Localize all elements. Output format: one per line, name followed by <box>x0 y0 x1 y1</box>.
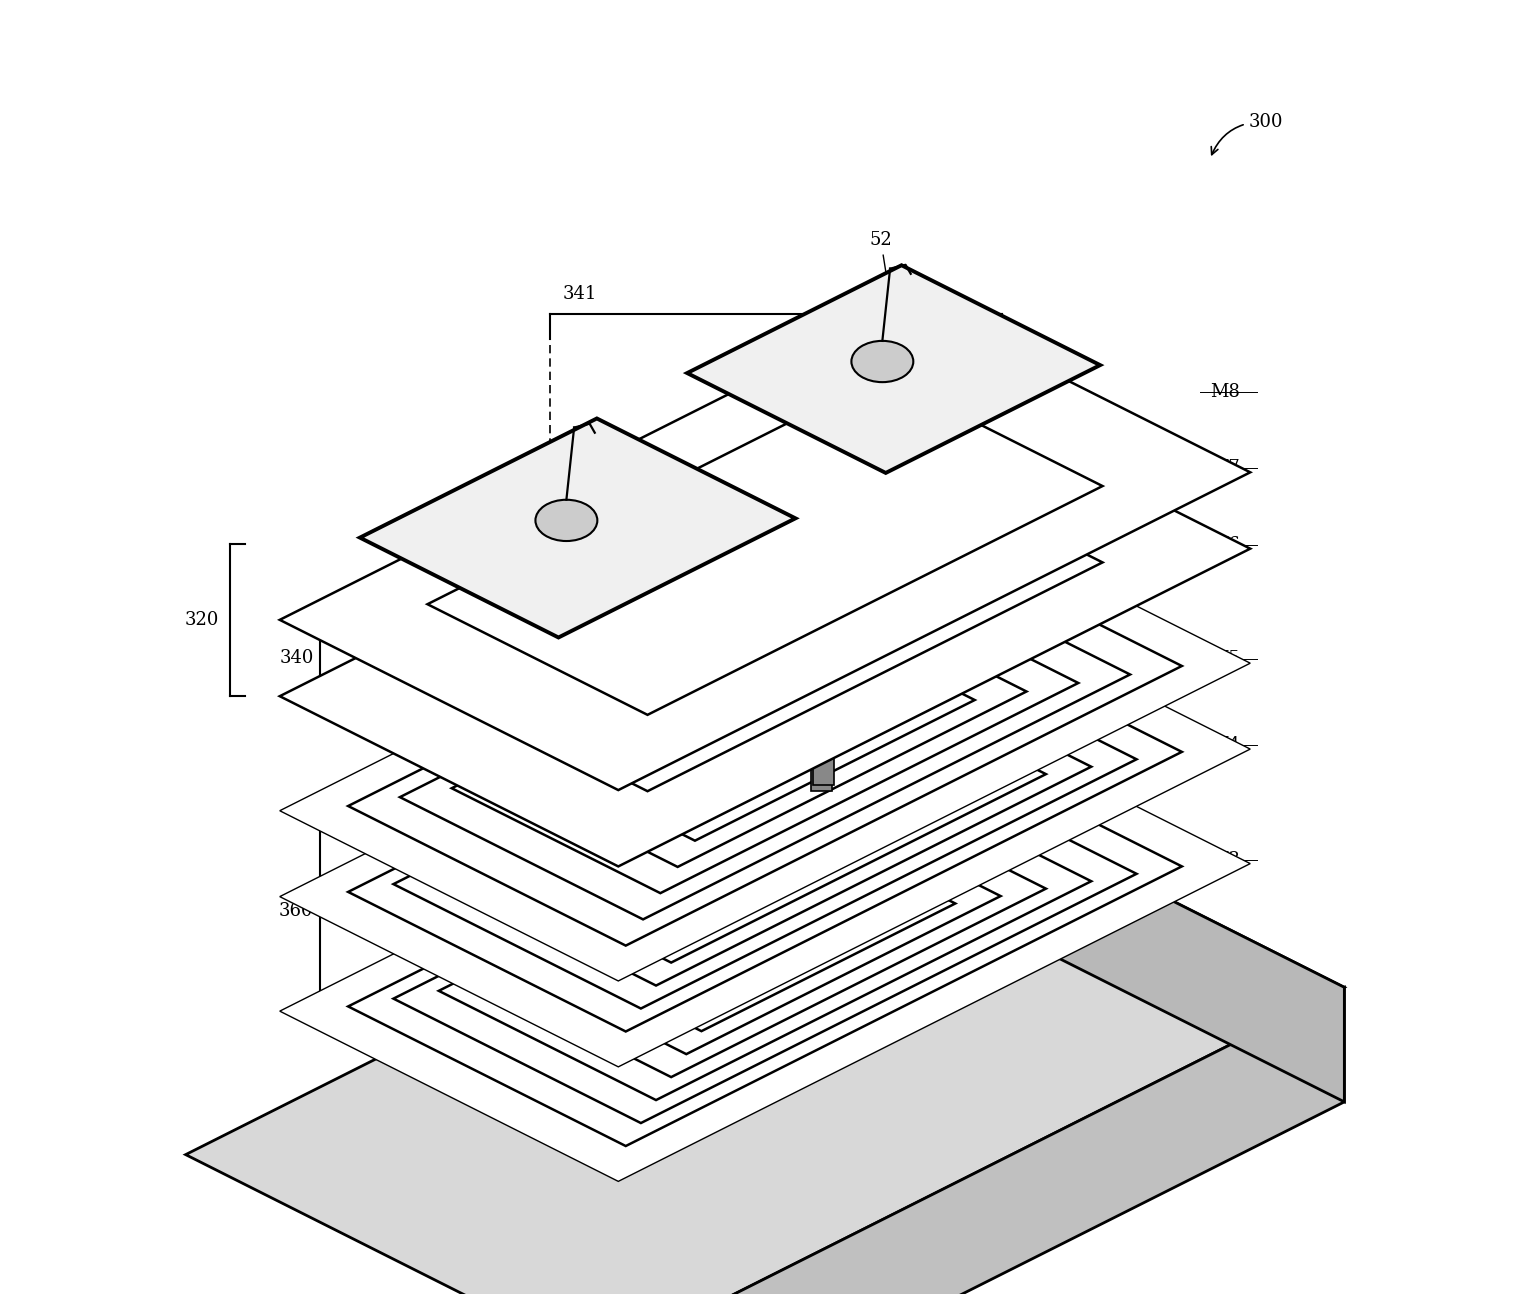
Polygon shape <box>280 302 1250 790</box>
Polygon shape <box>814 789 834 900</box>
Text: 341: 341 <box>563 286 597 304</box>
Text: 52: 52 <box>869 231 892 287</box>
Polygon shape <box>814 704 834 785</box>
Polygon shape <box>687 265 1100 472</box>
Polygon shape <box>932 780 1345 1102</box>
Ellipse shape <box>536 500 597 541</box>
Text: M4: M4 <box>1210 736 1239 754</box>
Polygon shape <box>811 709 832 790</box>
Ellipse shape <box>851 341 913 382</box>
Text: M8: M8 <box>1210 383 1239 401</box>
Polygon shape <box>280 493 1250 981</box>
Text: M3: M3 <box>1210 850 1239 868</box>
Polygon shape <box>280 579 1250 1067</box>
Text: M7: M7 <box>1210 459 1239 478</box>
Polygon shape <box>280 379 1250 867</box>
Polygon shape <box>360 418 796 637</box>
Text: M6: M6 <box>1210 536 1239 554</box>
Text: 300: 300 <box>1212 113 1284 154</box>
Polygon shape <box>598 988 1345 1298</box>
Text: 360: 360 <box>278 902 314 920</box>
Text: 340: 340 <box>280 649 314 667</box>
Polygon shape <box>811 794 832 905</box>
Polygon shape <box>280 693 1250 1181</box>
Text: 320: 320 <box>185 611 219 628</box>
Text: M5: M5 <box>1210 650 1239 668</box>
Text: 51: 51 <box>496 546 557 602</box>
Polygon shape <box>185 780 1345 1298</box>
